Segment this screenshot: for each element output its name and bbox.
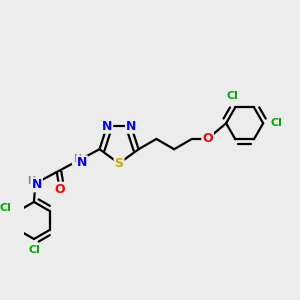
- Text: H: H: [73, 154, 81, 164]
- Text: Cl: Cl: [270, 118, 282, 128]
- Text: N: N: [77, 156, 87, 170]
- Text: N: N: [126, 120, 136, 133]
- Text: O: O: [202, 133, 213, 146]
- Text: N: N: [32, 178, 42, 191]
- Text: N: N: [102, 120, 112, 133]
- Text: O: O: [54, 183, 65, 196]
- Text: H: H: [27, 176, 35, 186]
- Text: Cl: Cl: [28, 245, 40, 255]
- Text: Cl: Cl: [0, 203, 11, 213]
- Text: S: S: [115, 157, 124, 170]
- Text: Cl: Cl: [226, 91, 238, 101]
